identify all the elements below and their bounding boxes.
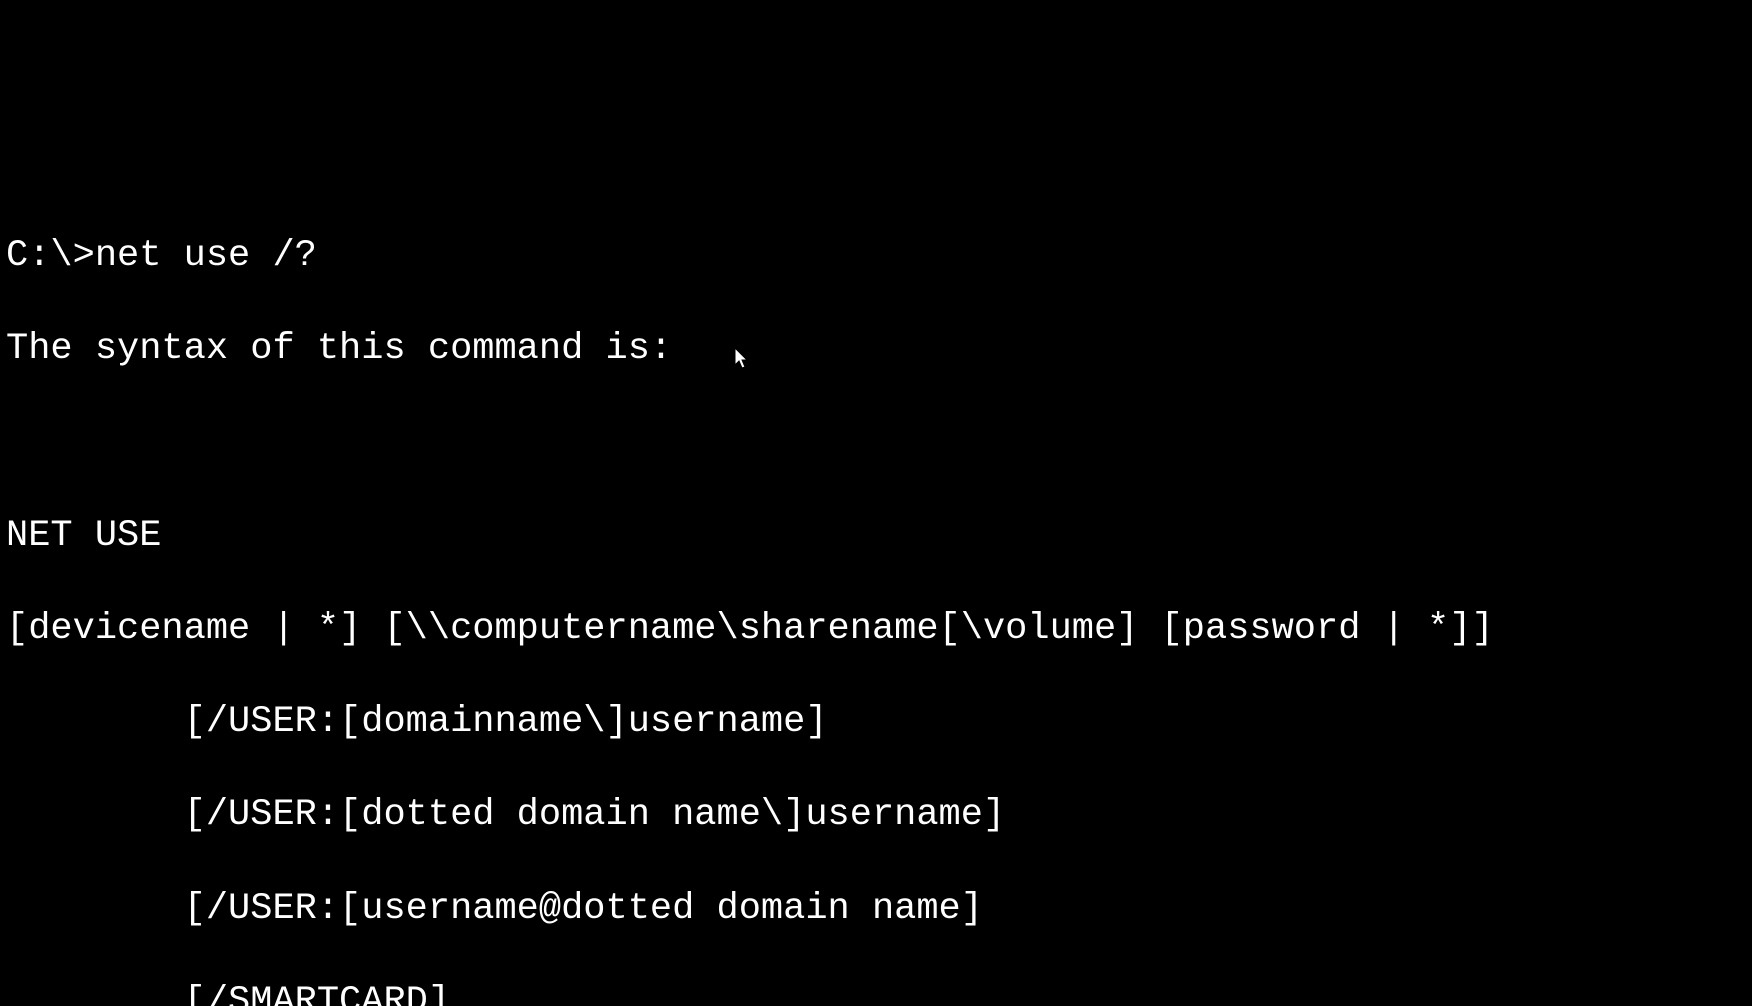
terminal-line: [/USER:[username@dotted domain name]: [6, 888, 983, 930]
terminal-line: NET USE: [6, 515, 161, 557]
terminal-line: C:\>net use /?: [6, 235, 317, 277]
terminal-line: [/USER:[dotted domain name\]username]: [6, 794, 1005, 836]
terminal-line: The syntax of this command is:: [6, 328, 672, 370]
terminal-line: [/USER:[domainname\]username]: [6, 701, 828, 743]
terminal-line: [devicename | *] [\\computername\sharena…: [6, 608, 1494, 650]
terminal-window[interactable]: C:\>net use /? The syntax of this comman…: [0, 186, 1752, 1006]
terminal-line: [/SMARTCARD]: [6, 981, 450, 1006]
